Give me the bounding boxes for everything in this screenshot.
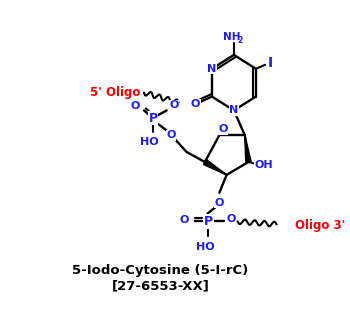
Text: 5' Oligo: 5' Oligo (90, 86, 140, 99)
Text: O: O (191, 100, 200, 110)
Text: O: O (179, 215, 189, 226)
Text: O: O (226, 215, 236, 225)
Text: N: N (207, 64, 217, 74)
Text: 5-Iodo-Cytosine (5-I-rC): 5-Iodo-Cytosine (5-I-rC) (72, 265, 248, 278)
Text: NH: NH (223, 32, 241, 42)
Text: P: P (148, 112, 158, 125)
Text: I: I (268, 56, 273, 70)
Text: HO: HO (140, 137, 159, 147)
Text: [27-6553-XX]: [27-6553-XX] (111, 279, 209, 292)
Polygon shape (245, 135, 251, 163)
Text: O: O (218, 124, 228, 134)
Text: O: O (215, 198, 224, 208)
Text: HO: HO (196, 242, 214, 252)
Polygon shape (204, 159, 227, 175)
Text: O: O (169, 100, 178, 111)
Text: Oligo 3': Oligo 3' (295, 219, 345, 232)
Text: 2: 2 (238, 36, 243, 44)
Text: OH: OH (254, 160, 273, 170)
Text: P: P (204, 215, 213, 228)
Text: O: O (130, 101, 140, 112)
Text: N: N (229, 106, 239, 115)
Text: O: O (167, 130, 176, 140)
